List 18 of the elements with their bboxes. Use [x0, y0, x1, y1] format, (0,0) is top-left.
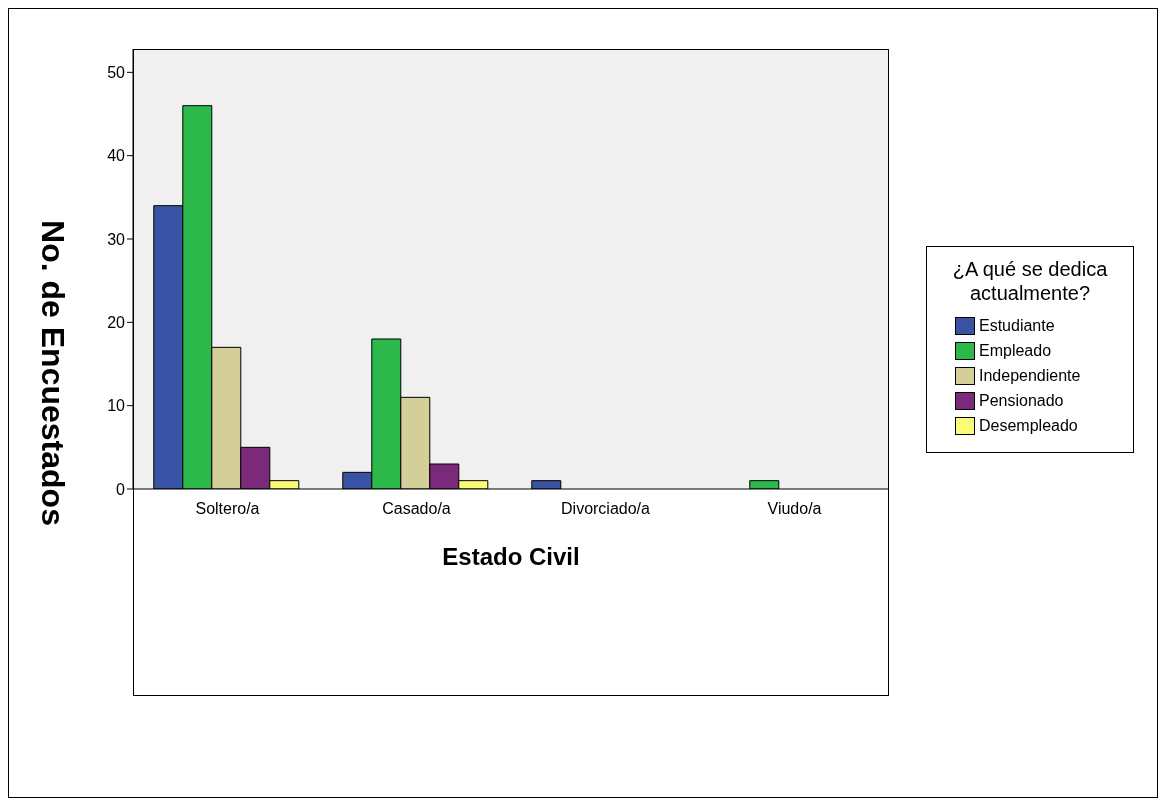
y-tick-label: 30 [107, 230, 126, 248]
x-tick-label: Viudo/a [767, 500, 822, 518]
legend-label: Empleado [979, 341, 1052, 360]
legend-label: Pensionado [979, 391, 1064, 410]
y-tick-label: 20 [107, 314, 126, 332]
legend-label: Desempleado [979, 416, 1078, 435]
x-tick-label: Casado/a [382, 500, 451, 518]
y-tick-label: 40 [107, 147, 126, 165]
legend-title: ¿A qué se dedica actualmente? [951, 257, 1109, 305]
y-tick-label: 0 [116, 480, 126, 498]
legend-label: Independiente [979, 366, 1081, 385]
x-axis-title: Estado Civil [442, 543, 580, 570]
x-tick-label: Divorciado/a [561, 500, 651, 518]
y-tick-label: 10 [107, 397, 126, 415]
y-axis-title: No. de Encuestados [34, 218, 72, 528]
x-tick-label: Soltero/a [195, 500, 260, 518]
legend-label: Estudiante [979, 316, 1055, 335]
y-tick-label: 50 [107, 64, 126, 82]
